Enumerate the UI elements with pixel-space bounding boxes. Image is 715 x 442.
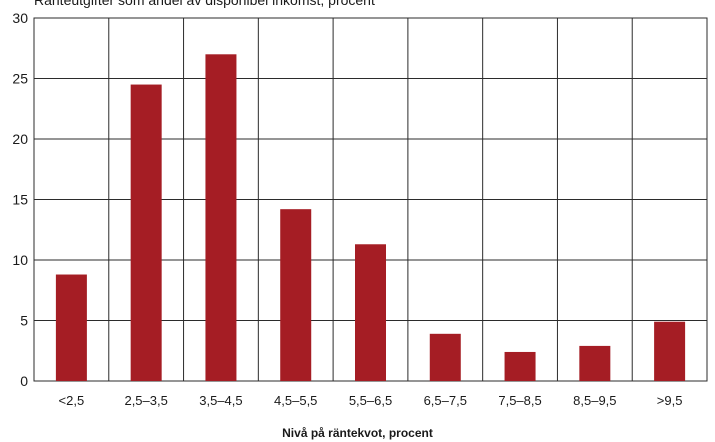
chart-title: Ränteutgifter som andel av disponibel in… [34, 0, 375, 8]
y-tick-label: 15 [12, 192, 28, 208]
y-tick-label: 5 [20, 313, 28, 329]
x-tick-label: 3,5–4,5 [199, 393, 242, 408]
x-tick-label: <2,5 [59, 393, 85, 408]
bar [130, 84, 162, 382]
bar [55, 274, 87, 381]
x-tick-label: 6,5–7,5 [424, 393, 467, 408]
x-tick-label: 7,5–8,5 [498, 393, 541, 408]
bar [429, 333, 461, 381]
x-tick-label: 8,5–9,5 [573, 393, 616, 408]
y-tick-label: 0 [20, 373, 28, 389]
bar [654, 321, 686, 381]
bar [504, 351, 536, 381]
bar [205, 54, 237, 382]
y-tick-label: 30 [12, 10, 28, 26]
bar [280, 209, 312, 381]
x-tick-label: 4,5–5,5 [274, 393, 317, 408]
bar [579, 345, 611, 381]
x-tick-label: 5,5–6,5 [349, 393, 392, 408]
x-tick-label: 2,5–3,5 [124, 393, 167, 408]
y-tick-label: 20 [12, 131, 28, 147]
bar [355, 244, 386, 381]
x-axis-label: Nivå på räntekvot, procent [282, 426, 433, 440]
y-tick-label: 10 [12, 252, 28, 268]
y-tick-label: 25 [12, 71, 28, 87]
x-tick-label: >9,5 [657, 393, 683, 408]
